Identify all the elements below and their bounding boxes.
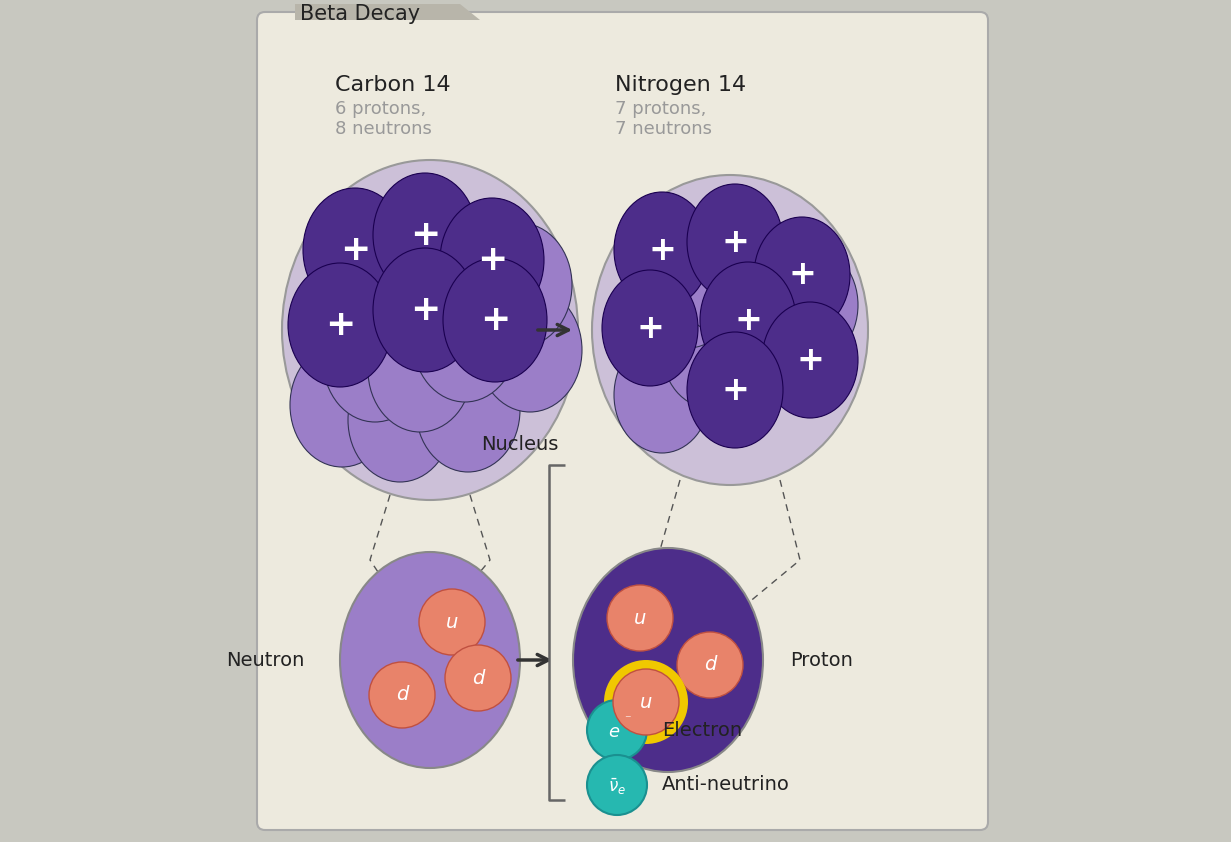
Text: ⁻: ⁻: [624, 713, 630, 727]
Text: Carbon 14: Carbon 14: [335, 75, 451, 95]
Ellipse shape: [369, 662, 435, 728]
Text: +: +: [325, 308, 356, 342]
Ellipse shape: [675, 217, 771, 333]
Ellipse shape: [468, 223, 572, 347]
Text: +: +: [476, 243, 507, 277]
Text: u: u: [634, 609, 646, 627]
Ellipse shape: [323, 298, 427, 422]
Ellipse shape: [444, 645, 511, 711]
Text: d: d: [396, 685, 409, 705]
Ellipse shape: [416, 348, 519, 472]
Ellipse shape: [602, 270, 698, 386]
Ellipse shape: [687, 332, 783, 448]
Text: +: +: [410, 218, 441, 252]
Ellipse shape: [604, 660, 688, 744]
Ellipse shape: [572, 548, 763, 772]
Ellipse shape: [412, 278, 517, 402]
Text: 8 neutrons: 8 neutrons: [335, 120, 432, 138]
Text: +: +: [648, 233, 676, 267]
Text: e: e: [608, 723, 619, 741]
Text: 7 neutrons: 7 neutrons: [616, 120, 712, 138]
Text: +: +: [788, 258, 816, 291]
FancyBboxPatch shape: [257, 12, 988, 830]
Text: d: d: [471, 669, 484, 688]
Ellipse shape: [291, 343, 394, 467]
Ellipse shape: [755, 217, 849, 333]
Ellipse shape: [687, 184, 783, 300]
Ellipse shape: [373, 173, 476, 297]
Ellipse shape: [373, 248, 476, 372]
Text: $\bar{\nu}_e$: $\bar{\nu}_e$: [608, 777, 627, 797]
Ellipse shape: [443, 258, 547, 382]
Text: +: +: [721, 374, 748, 407]
Ellipse shape: [607, 585, 673, 651]
Circle shape: [587, 755, 648, 815]
Text: +: +: [734, 303, 762, 337]
Ellipse shape: [613, 669, 680, 735]
Ellipse shape: [368, 308, 471, 432]
Text: Nucleus: Nucleus: [481, 435, 559, 454]
Text: d: d: [704, 656, 716, 674]
Text: u: u: [640, 692, 652, 711]
Polygon shape: [295, 4, 480, 20]
Ellipse shape: [730, 290, 826, 406]
Text: 6 protons,: 6 protons,: [335, 100, 426, 118]
Ellipse shape: [614, 192, 710, 308]
Text: Proton: Proton: [790, 651, 853, 669]
Text: Nitrogen 14: Nitrogen 14: [616, 75, 746, 95]
Text: Neutron: Neutron: [227, 651, 305, 669]
Text: +: +: [480, 303, 510, 337]
Text: 7 protons,: 7 protons,: [616, 100, 707, 118]
Ellipse shape: [662, 292, 758, 408]
Text: Electron: Electron: [662, 721, 742, 739]
Ellipse shape: [762, 247, 858, 363]
Ellipse shape: [592, 175, 868, 485]
Text: +: +: [796, 344, 824, 376]
Text: +: +: [636, 312, 664, 344]
Text: +: +: [340, 233, 371, 267]
Ellipse shape: [419, 589, 485, 655]
Ellipse shape: [724, 234, 820, 350]
Ellipse shape: [478, 288, 582, 412]
Ellipse shape: [439, 198, 544, 322]
Text: +: +: [410, 293, 441, 327]
Text: u: u: [446, 612, 458, 632]
Ellipse shape: [282, 160, 579, 500]
Ellipse shape: [288, 263, 391, 387]
Ellipse shape: [700, 262, 796, 378]
Ellipse shape: [303, 188, 407, 312]
Ellipse shape: [762, 302, 858, 418]
Circle shape: [587, 700, 648, 760]
Text: Anti-neutrino: Anti-neutrino: [662, 775, 790, 795]
Text: Beta Decay: Beta Decay: [300, 4, 420, 24]
Ellipse shape: [340, 552, 519, 768]
Ellipse shape: [640, 232, 736, 348]
Ellipse shape: [348, 358, 452, 482]
Text: +: +: [721, 226, 748, 258]
Ellipse shape: [677, 632, 744, 698]
Ellipse shape: [614, 337, 710, 453]
